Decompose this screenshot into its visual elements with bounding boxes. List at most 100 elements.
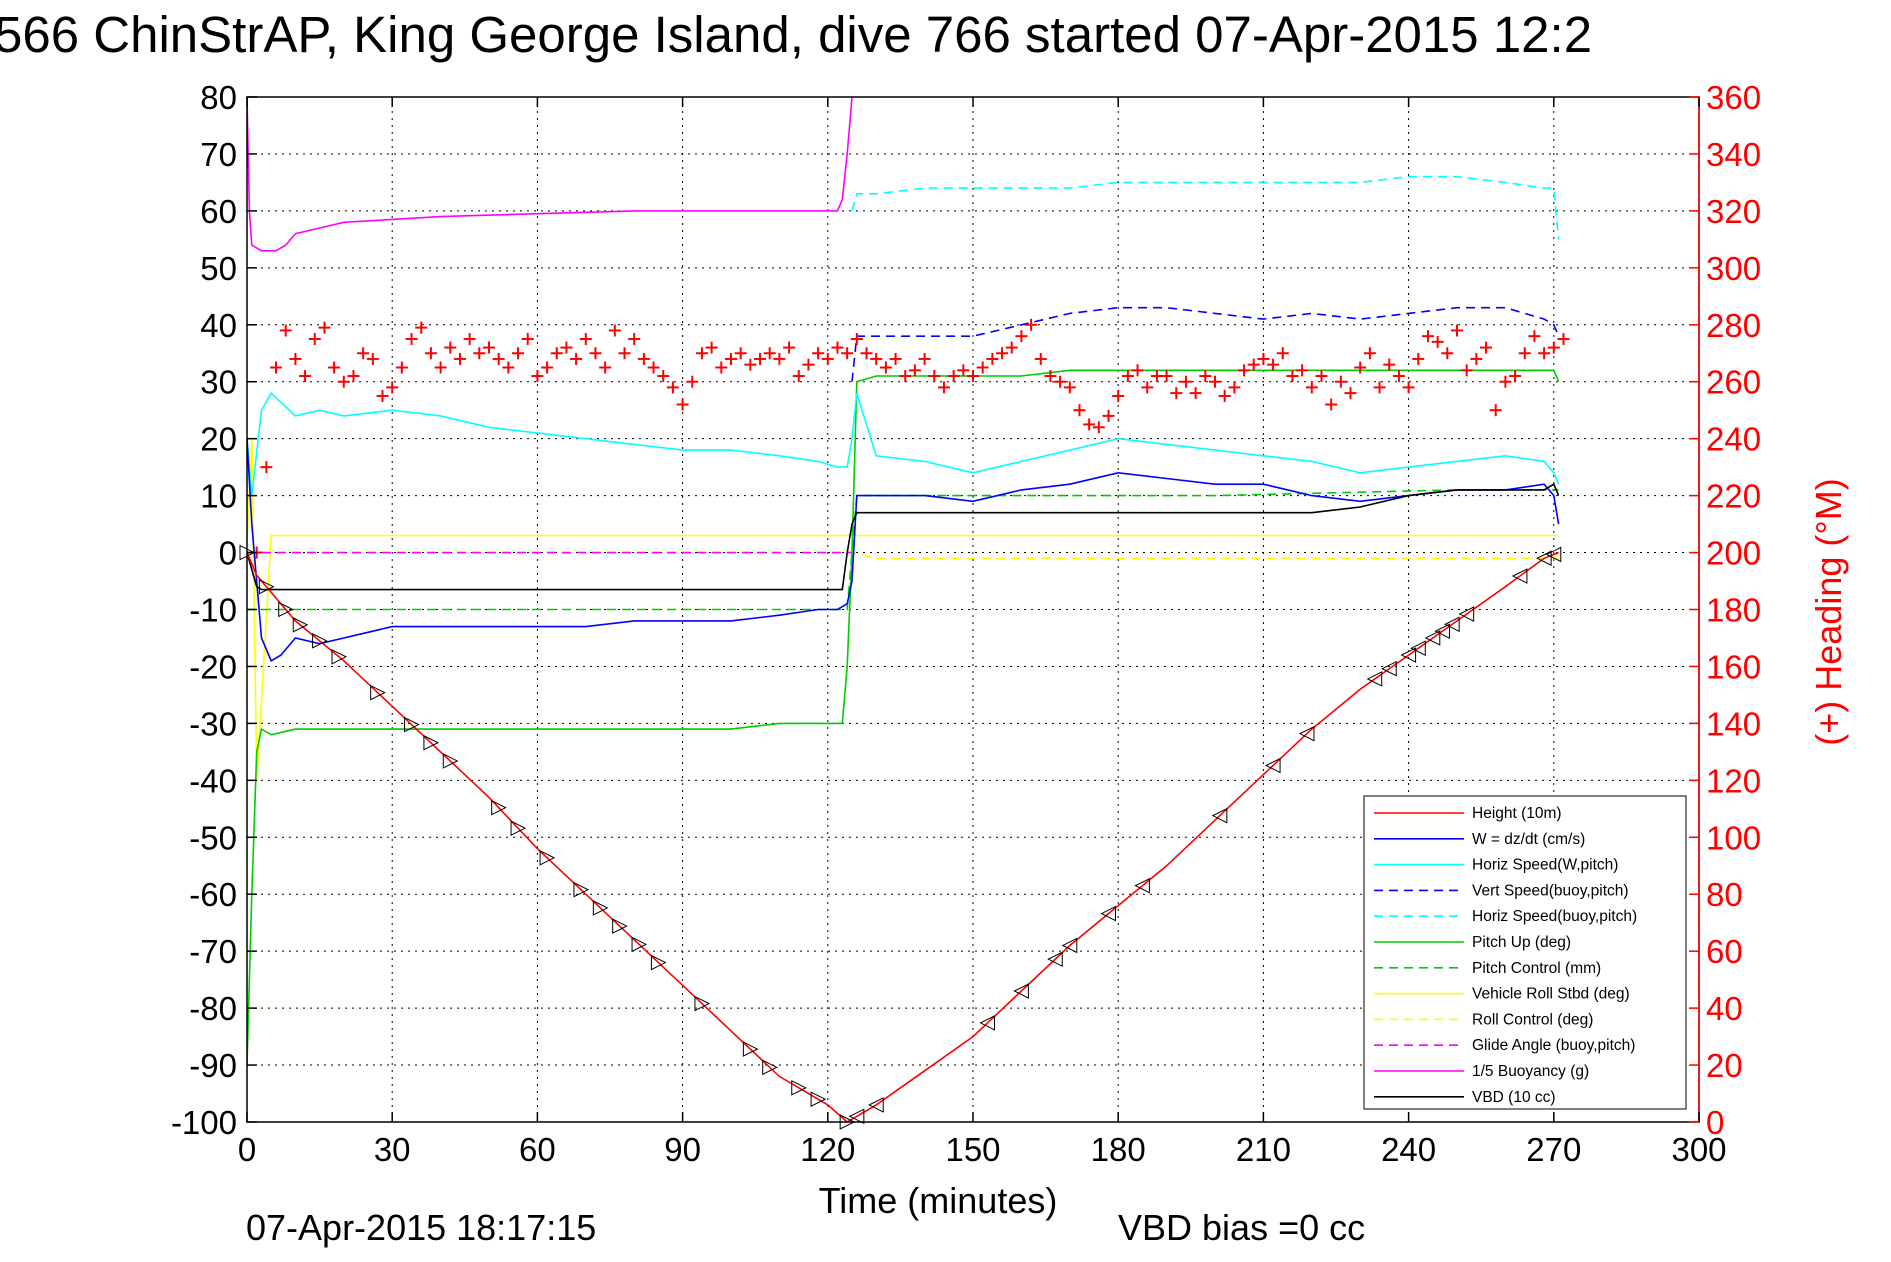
heading-marker bbox=[299, 370, 312, 383]
height-marker bbox=[258, 578, 275, 595]
y-axis-left: 80 70 60 50 40 30 20 10 0 -10 -20 -30 -40 -50 -60 -70 -8… bbox=[171, 79, 257, 1141]
height-marker bbox=[1424, 630, 1441, 646]
series-lines bbox=[247, 97, 1560, 1122]
heading-marker bbox=[270, 361, 283, 374]
heading-marker bbox=[1499, 375, 1512, 388]
heading-marker bbox=[879, 361, 892, 374]
y-tick-label: -40 bbox=[189, 762, 237, 799]
y-tick-label: 70 bbox=[200, 136, 237, 173]
height-marker bbox=[848, 1108, 865, 1125]
heading-marker bbox=[1509, 370, 1522, 383]
vbd-bias-footer: VBD bias =0 cc bbox=[1118, 1207, 1365, 1248]
y2-tick-label: 300 bbox=[1706, 250, 1761, 287]
heading-marker bbox=[531, 370, 544, 383]
heading-marker bbox=[1538, 347, 1551, 360]
heading-marker bbox=[1238, 364, 1251, 377]
heading-marker bbox=[357, 347, 370, 360]
heading-marker bbox=[947, 370, 960, 383]
heading-marker bbox=[1315, 370, 1328, 383]
heading-marker bbox=[541, 361, 554, 374]
x-tick-label: 180 bbox=[1091, 1131, 1146, 1168]
height-marker bbox=[1061, 937, 1078, 954]
height-marker bbox=[573, 881, 590, 898]
heading-marker bbox=[279, 324, 292, 337]
heading-marker bbox=[695, 347, 708, 360]
series-line-w-dz-dt-cm-s bbox=[247, 438, 1560, 662]
y-tick-label: 80 bbox=[200, 79, 237, 116]
x-tick-label: 270 bbox=[1526, 1131, 1581, 1168]
height-marker bbox=[1100, 905, 1117, 922]
heading-marker bbox=[376, 389, 389, 402]
height-marker bbox=[404, 716, 420, 733]
height-marker bbox=[1298, 725, 1315, 742]
heading-marker bbox=[666, 381, 679, 394]
heading-marker bbox=[1160, 370, 1173, 383]
y2-tick-label: 240 bbox=[1706, 421, 1761, 458]
heading-marker bbox=[502, 361, 515, 374]
heading-marker bbox=[918, 352, 931, 365]
height-marker bbox=[1400, 647, 1417, 663]
height-marker bbox=[1511, 568, 1528, 584]
height-marker bbox=[1444, 616, 1460, 633]
heading-marker bbox=[1092, 421, 1105, 434]
heading-marker bbox=[1547, 341, 1560, 354]
heading-marker bbox=[734, 347, 747, 360]
legend: Height (10m) W = dz/dt (cm/s) Horiz Speed(… bbox=[1363, 795, 1687, 1110]
y2-tick-label: 100 bbox=[1706, 819, 1761, 856]
heading-marker bbox=[1005, 341, 1018, 354]
height-marker bbox=[292, 617, 309, 633]
y2-tick-label: 80 bbox=[1706, 876, 1743, 913]
heading-marker bbox=[434, 361, 447, 374]
heading-marker bbox=[1421, 330, 1434, 343]
y-tick-label: -50 bbox=[189, 819, 237, 856]
heading-marker bbox=[1112, 389, 1125, 402]
heading-marker bbox=[366, 352, 379, 365]
x-tick-label: 150 bbox=[945, 1131, 1000, 1168]
x-tick-label: 60 bbox=[519, 1131, 556, 1168]
heading-marker bbox=[976, 361, 989, 374]
heading-marker bbox=[1460, 364, 1473, 377]
height-marker bbox=[1366, 671, 1383, 687]
heading-marker bbox=[1141, 381, 1154, 394]
series-line-roll-control-deg bbox=[247, 551, 1559, 560]
height-marker bbox=[1264, 757, 1281, 774]
heading-marker bbox=[521, 333, 534, 346]
heading-marker bbox=[318, 321, 331, 334]
height-marker bbox=[1047, 951, 1063, 967]
x-tick-label: 0 bbox=[238, 1131, 256, 1168]
height-marker bbox=[1134, 877, 1150, 894]
height-marker bbox=[810, 1091, 827, 1108]
heading-marker bbox=[453, 352, 466, 365]
heading-marker bbox=[841, 347, 854, 360]
legend-label: VBD (10 cc) bbox=[1472, 1089, 1556, 1106]
legend-label: W = dz/dt (cm/s) bbox=[1472, 831, 1585, 848]
y-tick-label: -60 bbox=[189, 876, 237, 913]
heading-marker bbox=[792, 370, 805, 383]
heading-marker bbox=[1286, 370, 1299, 383]
heading-marker bbox=[618, 347, 631, 360]
heading-marker bbox=[560, 341, 573, 354]
height-marker bbox=[1536, 550, 1552, 567]
series-line-vehicle-roll-stbd-deg bbox=[247, 438, 1559, 781]
height-marker bbox=[1013, 983, 1029, 999]
heading-marker bbox=[1034, 352, 1047, 365]
y-tick-label: 60 bbox=[200, 193, 237, 230]
heading-marker bbox=[1189, 387, 1202, 400]
y2-tick-label: 160 bbox=[1706, 648, 1761, 685]
heading-marker bbox=[328, 361, 341, 374]
y-tick-label: 30 bbox=[200, 364, 237, 401]
x-tick-label: 90 bbox=[664, 1131, 701, 1168]
legend-label: Glide Angle (buoy,pitch) bbox=[1472, 1037, 1635, 1054]
heading-marker bbox=[870, 352, 883, 365]
heading-marker bbox=[705, 341, 718, 354]
height-marker bbox=[742, 1041, 759, 1057]
timestamp-footer: 07-Apr-2015 18:17:15 bbox=[246, 1207, 596, 1248]
heading-marker bbox=[473, 347, 486, 360]
heading-marker bbox=[589, 347, 602, 360]
legend-label: 1/5 Buoyancy (g) bbox=[1472, 1063, 1589, 1080]
heading-marker bbox=[1354, 361, 1367, 374]
y2-tick-label: 260 bbox=[1706, 364, 1761, 401]
heading-marker bbox=[1402, 381, 1415, 394]
y2-tick-label: 0 bbox=[1706, 1104, 1724, 1141]
